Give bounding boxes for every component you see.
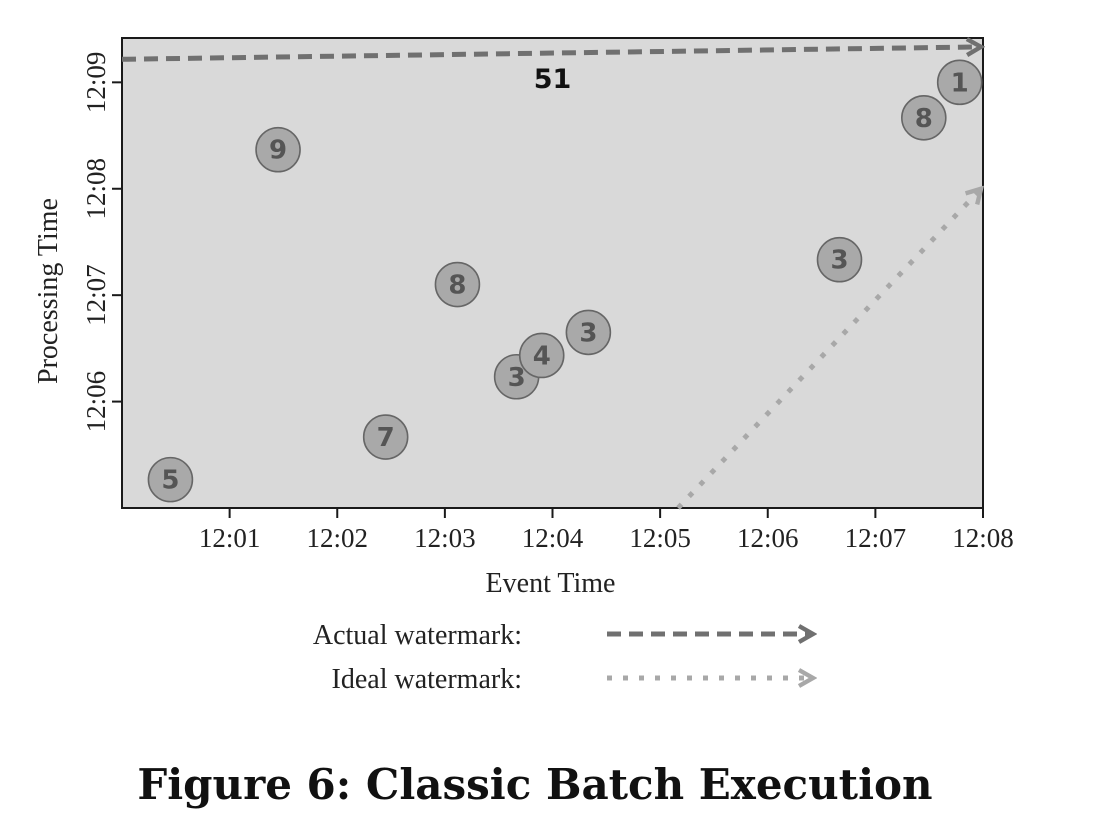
data-point-label: 3 (579, 318, 597, 348)
watermark-lines (121, 47, 981, 510)
data-point-label: 3 (830, 246, 848, 276)
y-tick-label: 12:09 (81, 52, 111, 114)
y-axis: 12:06 12:07 12:08 12:09 (81, 52, 122, 433)
data-point: 3 (816, 236, 863, 283)
x-tick-label: 12:02 (306, 523, 368, 553)
x-tick-label: 12:03 (414, 523, 476, 553)
legend-label: Actual watermark: (313, 620, 522, 651)
x-tick-label: 12:07 (845, 523, 907, 553)
data-point-label: 1 (951, 68, 969, 98)
y-tick-label: 12:06 (81, 371, 111, 433)
y-tick-label: 12:08 (81, 158, 111, 220)
data-point-label: 4 (533, 341, 551, 371)
data-point: 8 (434, 261, 481, 308)
data-point-marker (255, 126, 301, 173)
y-tick-label: 12:07 (81, 264, 111, 326)
data-point-label: 7 (377, 423, 395, 453)
data-point: 3 (565, 309, 612, 356)
data-point-label: 3 (508, 363, 526, 393)
data-point-label: 9 (269, 136, 287, 166)
x-axis: 12:01 12:02 12:03 12:04 12:05 12:06 12:07 12:08 (199, 508, 1014, 553)
x-tick-label: 12:06 (737, 523, 799, 553)
sum-label: 51 (534, 64, 572, 95)
x-tick-label: 12:08 (952, 523, 1014, 553)
data-point-marker (362, 414, 409, 460)
data-point: 8 (901, 95, 947, 141)
legend: Actual watermark: Ideal watermark: (313, 620, 813, 695)
data-point-marker (147, 456, 194, 503)
data-point-marker (816, 236, 863, 283)
data-point-label: 5 (161, 466, 179, 496)
annotations: 51 (534, 64, 572, 95)
data-point-marker (565, 309, 612, 356)
y-axis-title: Processing Time (33, 198, 64, 384)
data-point: 5 (147, 456, 194, 503)
data-point-label: 8 (448, 271, 466, 301)
data-point-label: 8 (915, 104, 933, 134)
data-point: 1 (936, 59, 983, 106)
figure-caption: Figure 6: Classic Batch Execution (137, 760, 933, 809)
data-point: 9 (255, 126, 301, 173)
actual-watermark-line (121, 47, 981, 62)
data-point-marker (901, 95, 947, 141)
data-point-marker (518, 332, 565, 379)
data-point-marker (936, 59, 983, 106)
x-axis-title: Event Time (486, 568, 616, 599)
x-tick-label: 12:05 (629, 523, 691, 553)
legend-label: Ideal watermark: (332, 664, 522, 695)
data-point: 4 (518, 332, 565, 379)
data-point-marker (434, 261, 481, 308)
x-tick-label: 12:04 (522, 523, 584, 553)
data-point: 7 (362, 414, 409, 460)
x-tick-label: 12:01 (199, 523, 261, 553)
